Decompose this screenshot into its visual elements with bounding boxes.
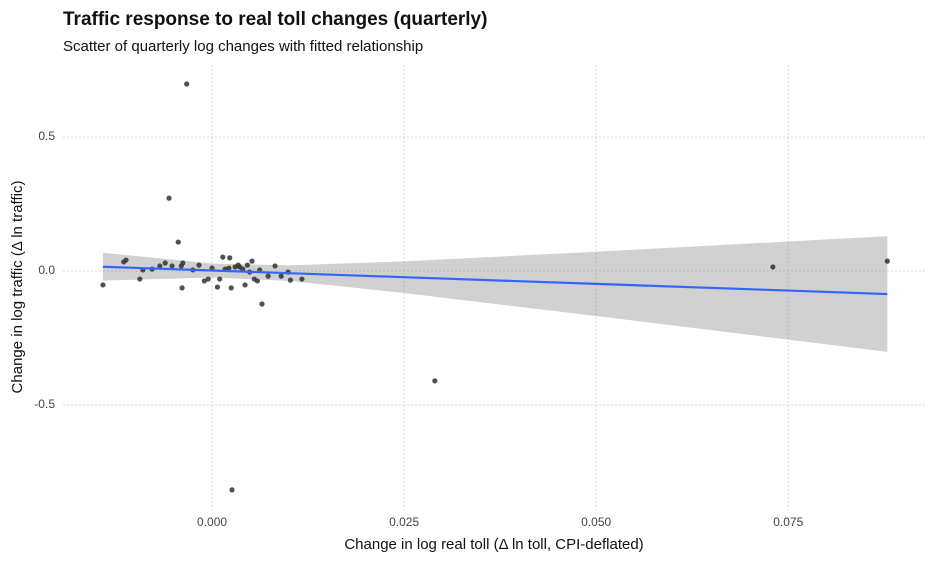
point bbox=[884, 258, 890, 264]
chart-title: Traffic response to real toll changes (q… bbox=[63, 9, 487, 30]
point bbox=[162, 260, 168, 266]
point bbox=[254, 278, 260, 284]
y-axis-title: Change in log traffic (Δ ln traffic) bbox=[9, 181, 26, 394]
point bbox=[184, 81, 190, 87]
point bbox=[227, 255, 233, 261]
point bbox=[278, 273, 284, 279]
point bbox=[217, 276, 223, 282]
point bbox=[226, 265, 232, 271]
point bbox=[175, 239, 181, 245]
point bbox=[229, 487, 235, 493]
y-tick-label: 0.5 bbox=[38, 129, 55, 143]
chart-subtitle: Scatter of quarterly log changes with fi… bbox=[63, 38, 423, 55]
point bbox=[205, 276, 211, 282]
x-tick-label: 0.000 bbox=[197, 515, 227, 529]
point bbox=[432, 378, 438, 384]
x-tick-label: 0.075 bbox=[773, 515, 803, 529]
point bbox=[287, 277, 294, 283]
point bbox=[179, 285, 185, 291]
point bbox=[220, 254, 226, 260]
x-axis-title: Change in log real toll (Δ ln toll, CPI-… bbox=[344, 536, 643, 553]
x-tick-label: 0.025 bbox=[389, 515, 419, 529]
point bbox=[259, 301, 265, 307]
point bbox=[169, 263, 175, 269]
point bbox=[249, 258, 255, 264]
point bbox=[100, 282, 106, 288]
point bbox=[196, 262, 202, 268]
point bbox=[180, 260, 186, 266]
confidence-band bbox=[102, 236, 888, 352]
y-tick-label: 0.0 bbox=[38, 263, 55, 277]
point bbox=[166, 195, 172, 201]
point bbox=[123, 257, 129, 263]
point bbox=[201, 278, 207, 284]
y-tick-label: -0.5 bbox=[34, 397, 55, 411]
point bbox=[244, 262, 250, 268]
x-tick-label: 0.050 bbox=[581, 515, 611, 529]
point bbox=[265, 273, 271, 279]
point bbox=[157, 263, 163, 269]
point bbox=[770, 264, 776, 270]
point bbox=[228, 285, 234, 291]
point bbox=[242, 282, 248, 288]
point bbox=[299, 276, 305, 282]
point bbox=[272, 263, 278, 269]
point bbox=[214, 284, 221, 290]
point bbox=[137, 276, 143, 282]
fit-line bbox=[102, 265, 888, 296]
